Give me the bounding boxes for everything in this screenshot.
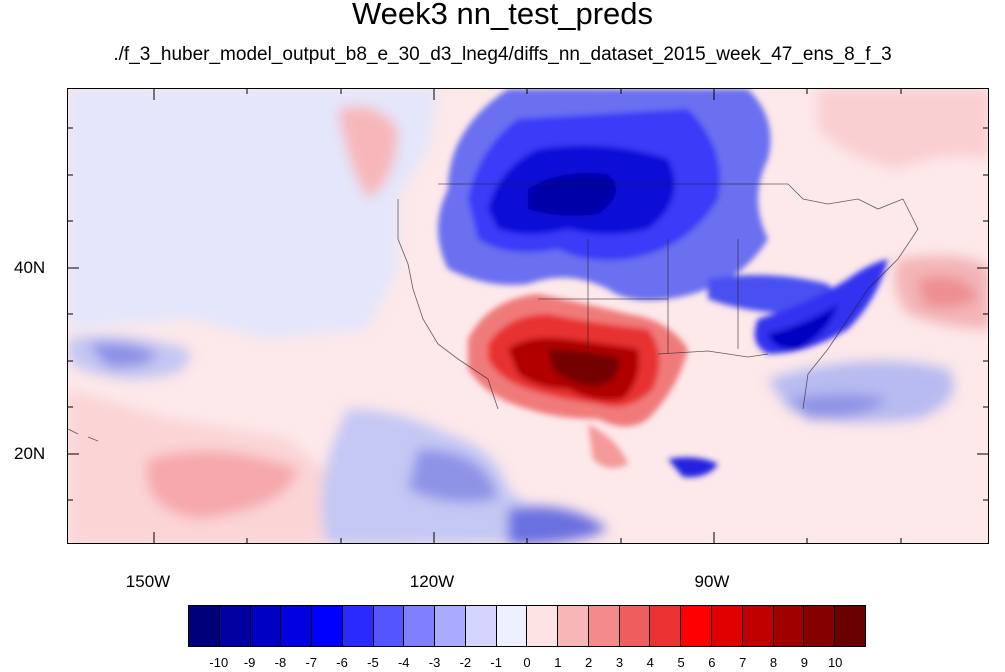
colorbar-box — [588, 606, 620, 646]
plot-title: Week3 nn_test_preds — [351, 0, 653, 31]
colorbar-label: -5 — [367, 655, 379, 670]
colorbar-box — [435, 606, 466, 646]
colorbar-box — [250, 606, 282, 646]
colorbar-box — [527, 606, 559, 646]
colorbar-label: 9 — [800, 655, 808, 670]
colorbar-label: 2 — [585, 655, 593, 670]
colorbar-box — [742, 606, 774, 646]
colorbar-label: -3 — [428, 655, 441, 670]
colorbar-label: -2 — [459, 655, 472, 670]
colorbar-label: 3 — [615, 655, 624, 670]
colorbar-box — [835, 606, 865, 646]
colorbar-label: -10 — [209, 655, 229, 670]
map-plot — [67, 88, 989, 544]
colorbar-label: -1 — [490, 655, 502, 670]
colorbar-label: 6 — [708, 655, 716, 670]
colorbar-box — [373, 606, 405, 646]
lon-label-150w: 150W — [125, 572, 171, 591]
colorbar — [188, 605, 866, 647]
colorbar-label: -7 — [305, 655, 318, 670]
colorbar-label: -6 — [336, 655, 348, 670]
anomaly-field — [68, 89, 988, 543]
lat-label-20n: 20N — [14, 444, 46, 463]
colorbar-label: 0 — [523, 655, 531, 670]
colorbar-label: -9 — [243, 655, 256, 670]
colorbar-label: 8 — [769, 655, 778, 670]
lat-label-40n: 40N — [14, 258, 46, 277]
colorbar-box — [681, 606, 713, 646]
colorbar-label: 7 — [739, 655, 747, 670]
lon-label-90w: 90W — [694, 572, 730, 591]
colorbar-label: 10 — [827, 655, 843, 670]
colorbar-box — [465, 606, 497, 646]
colorbar-label: 1 — [554, 655, 562, 670]
colorbar-label: -4 — [397, 655, 410, 670]
colorbar-label: 5 — [677, 655, 685, 670]
colorbar-box — [189, 606, 220, 646]
plot-subtitle: ./f_3_huber_model_output_b8_e_30_d3_lneg… — [113, 44, 892, 65]
colorbar-box — [342, 606, 374, 646]
colorbar-box — [219, 606, 251, 646]
colorbar-box — [312, 606, 343, 646]
colorbar-label: -8 — [274, 655, 287, 670]
colorbar-box — [804, 606, 836, 646]
colorbar-box — [650, 606, 682, 646]
colorbar-box — [712, 606, 743, 646]
colorbar-label: 4 — [646, 655, 654, 670]
lon-label-120w: 120W — [409, 572, 455, 591]
colorbar-box — [281, 606, 313, 646]
colorbar-box — [619, 606, 651, 646]
colorbar-box — [404, 606, 436, 646]
colorbar-box — [558, 606, 589, 646]
colorbar-box — [496, 606, 528, 646]
colorbar-box — [773, 606, 805, 646]
